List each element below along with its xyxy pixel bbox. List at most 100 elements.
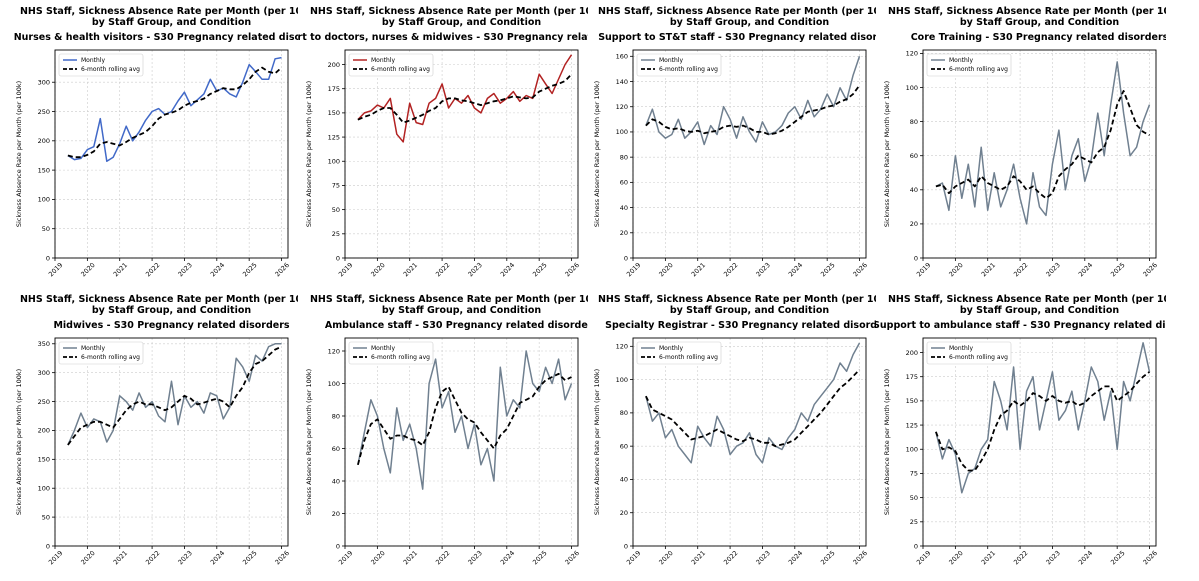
series-line-rolling-avg (357, 372, 572, 466)
y-axis-label: Sickness Absence Rate per Month (per 100… (15, 369, 23, 515)
x-tick-label: 2025 (819, 261, 836, 278)
y-tick-label: 80 (332, 412, 340, 420)
x-tick-label: 2020 (79, 261, 96, 278)
x-tick-label: 2019 (337, 261, 354, 278)
y-tick-label: 25 (332, 230, 340, 238)
chart-title-line1: NHS Staff, Sickness Absence Rate per Mon… (598, 6, 876, 17)
legend-label-monthly: Monthly (81, 345, 105, 352)
series-line-monthly (357, 54, 573, 143)
series-line-rolling-avg (67, 66, 283, 159)
y-tick-label: 80 (620, 153, 628, 161)
x-tick-label: 2024 (1077, 261, 1094, 278)
x-tick-label: 2019 (915, 261, 932, 278)
chart-subtitle: Core Training - S30 Pregnancy related di… (911, 32, 1166, 43)
legend-label-rolling-avg: 6-month rolling avg (949, 354, 1008, 361)
y-tick-label: 0 (624, 254, 628, 262)
y-tick-label: 50 (332, 206, 340, 214)
legend: Monthly 6-month rolling avg (926, 341, 1012, 365)
legend-label-monthly: Monthly (659, 345, 683, 352)
x-tick-label: 2021 (402, 261, 419, 278)
x-tick-label: 2022 (144, 549, 161, 566)
x-tick-label: 2021 (112, 261, 129, 278)
plot-frame (632, 337, 867, 547)
x-tick-label: 2022 (434, 549, 451, 566)
series-line-monthly (357, 350, 573, 490)
legend-box (926, 341, 1012, 365)
chart-title-line1: NHS Staff, Sickness Absence Rate per Mon… (20, 294, 298, 305)
x-tick-label: 2025 (1109, 261, 1126, 278)
chart-panel: NHS Staff, Sickness Absence Rate per Mon… (593, 6, 876, 278)
x-tick-label: 2025 (241, 549, 258, 566)
series-line-rolling-avg (935, 371, 1151, 472)
x-tick-label: 2019 (625, 261, 642, 278)
chart-panel: NHS Staff, Sickness Absence Rate per Mon… (876, 294, 1166, 566)
chart-title-line2: by Staff Group, and Condition (670, 17, 830, 28)
x-tick-label: 2024 (1077, 549, 1094, 566)
y-tick-label: 100 (616, 128, 628, 136)
y-tick-label: 200 (38, 427, 50, 435)
chart-title-line1: NHS Staff, Sickness Absence Rate per Mon… (310, 294, 588, 305)
y-tick-label: 200 (38, 137, 50, 145)
chart-title-line2: by Staff Group, and Condition (382, 305, 542, 316)
x-tick-label: 2019 (47, 261, 64, 278)
legend-label-rolling-avg: 6-month rolling avg (81, 66, 140, 73)
y-tick-label: 20 (332, 510, 340, 518)
y-tick-label: 60 (332, 445, 340, 453)
y-tick-label: 0 (46, 254, 50, 262)
x-tick-label: 2022 (144, 261, 161, 278)
y-tick-label: 100 (616, 376, 628, 384)
legend-label-monthly: Monthly (659, 57, 683, 64)
y-axis-label: Sickness Absence Rate per Month (per 100… (15, 81, 23, 227)
y-tick-label: 40 (910, 186, 918, 194)
y-tick-label: 160 (616, 53, 628, 61)
y-tick-label: 20 (620, 509, 628, 517)
x-tick-label: 2021 (690, 549, 707, 566)
y-tick-label: 20 (910, 220, 918, 228)
y-tick-label: 40 (332, 477, 340, 485)
y-tick-label: 0 (914, 542, 918, 550)
chart-panel: NHS Staff, Sickness Absence Rate per Mon… (305, 294, 588, 566)
legend-box (58, 341, 144, 365)
x-tick-label: 2026 (274, 261, 291, 278)
chart-subtitle: Midwives - S30 Pregnancy related disorde… (53, 320, 289, 331)
x-tick-label: 2020 (79, 549, 96, 566)
series-line-rolling-avg (935, 90, 1150, 200)
series-line-monthly (67, 343, 282, 446)
x-tick-label: 2023 (1044, 549, 1061, 566)
x-tick-label: 2019 (625, 549, 642, 566)
x-tick-label: 2025 (531, 549, 548, 566)
series-line-monthly (67, 56, 282, 163)
x-tick-label: 2019 (47, 549, 64, 566)
y-tick-label: 140 (616, 78, 628, 86)
x-tick-label: 2021 (690, 261, 707, 278)
x-tick-label: 2026 (852, 549, 869, 566)
y-tick-label: 100 (38, 196, 50, 204)
y-tick-label: 80 (620, 409, 628, 417)
y-tick-label: 60 (620, 442, 628, 450)
series-line-rolling-avg (645, 368, 861, 448)
legend-box (636, 53, 722, 77)
legend: Monthly 6-month rolling avg (348, 341, 434, 365)
chart-panel: NHS Staff, Sickness Absence Rate per Mon… (593, 294, 876, 566)
y-tick-label: 125 (328, 133, 340, 141)
chart-subtitle: Support to ambulance staff - S30 Pregnan… (876, 320, 1166, 331)
legend-label-rolling-avg: 6-month rolling avg (949, 66, 1008, 73)
legend: Monthly 6-month rolling avg (926, 53, 1012, 77)
legend-label-rolling-avg: 6-month rolling avg (371, 66, 430, 73)
series-line-rolling-avg (645, 84, 861, 136)
x-tick-label: 2020 (657, 261, 674, 278)
chart-title-line2: by Staff Group, and Condition (670, 305, 830, 316)
legend: Monthly 6-month rolling avg (58, 341, 144, 365)
x-tick-label: 2023 (754, 549, 771, 566)
x-tick-label: 2024 (499, 549, 516, 566)
y-tick-label: 125 (906, 421, 918, 429)
x-tick-label: 2020 (369, 261, 386, 278)
legend-box (348, 53, 434, 77)
y-tick-label: 200 (906, 349, 918, 357)
y-tick-label: 100 (328, 380, 340, 388)
x-tick-label: 2021 (980, 549, 997, 566)
chart-subtitle: Support to ST&T staff - S30 Pregnancy re… (598, 32, 876, 43)
legend-label-monthly: Monthly (371, 345, 395, 352)
x-tick-label: 2026 (564, 549, 581, 566)
y-tick-label: 0 (46, 542, 50, 550)
